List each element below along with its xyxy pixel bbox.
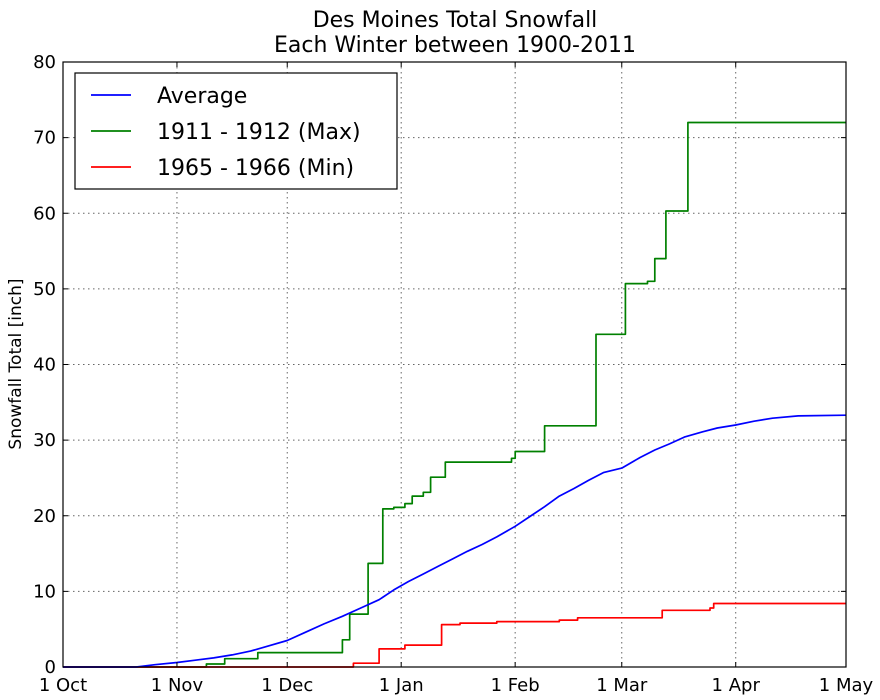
x-tick-label: 1 Apr [712,675,761,696]
legend-entry-label: 1965 - 1966 (Min) [157,156,354,181]
legend-entry-label: 1911 - 1912 (Max) [157,120,361,145]
x-tick-label: 1 Dec [261,675,313,696]
y-tick-label: 30 [33,430,56,451]
x-tick-label: 1 Feb [491,675,540,696]
y-tick-label: 0 [45,657,56,678]
y-axis-tick-labels: 0 10 20 30 40 50 60 70 80 [33,52,56,678]
y-tick-label: 20 [33,506,56,527]
x-tick-label: 1 Nov [151,675,204,696]
y-tick-label: 50 [33,279,56,300]
series-line-1911-1912-max [63,121,846,668]
plot-series [63,121,847,668]
x-axis-tick-labels: 1 Oct 1 Nov 1 Dec 1 Jan 1 Feb 1 Mar 1 Apr 1 May [39,675,874,696]
x-tick-label: 1 May [819,675,874,696]
y-tick-label: 80 [33,52,56,73]
legend-entry-label: Average [157,84,247,109]
legend: Average 1911 - 1912 (Max) 1965 - 1966 (Min… [74,72,398,190]
y-tick-label: 10 [33,581,56,602]
axis-ticks [62,61,847,668]
chart-title-line-1: Des Moines Total Snowfall [313,8,598,33]
series-line-average [63,414,847,668]
y-tick-label: 60 [33,203,56,224]
x-tick-label: 1 Mar [596,675,648,696]
y-axis-label: Snowfall Total [inch] [6,278,26,449]
series-line-1965-1966-min [63,602,846,668]
y-tick-label: 70 [33,128,56,149]
x-tick-label: 1 Oct [39,675,87,696]
y-tick-label: 40 [33,355,56,376]
chart-title-line-2: Each Winter between 1900-2011 [274,33,636,58]
x-tick-label: 1 Jan [379,675,424,696]
